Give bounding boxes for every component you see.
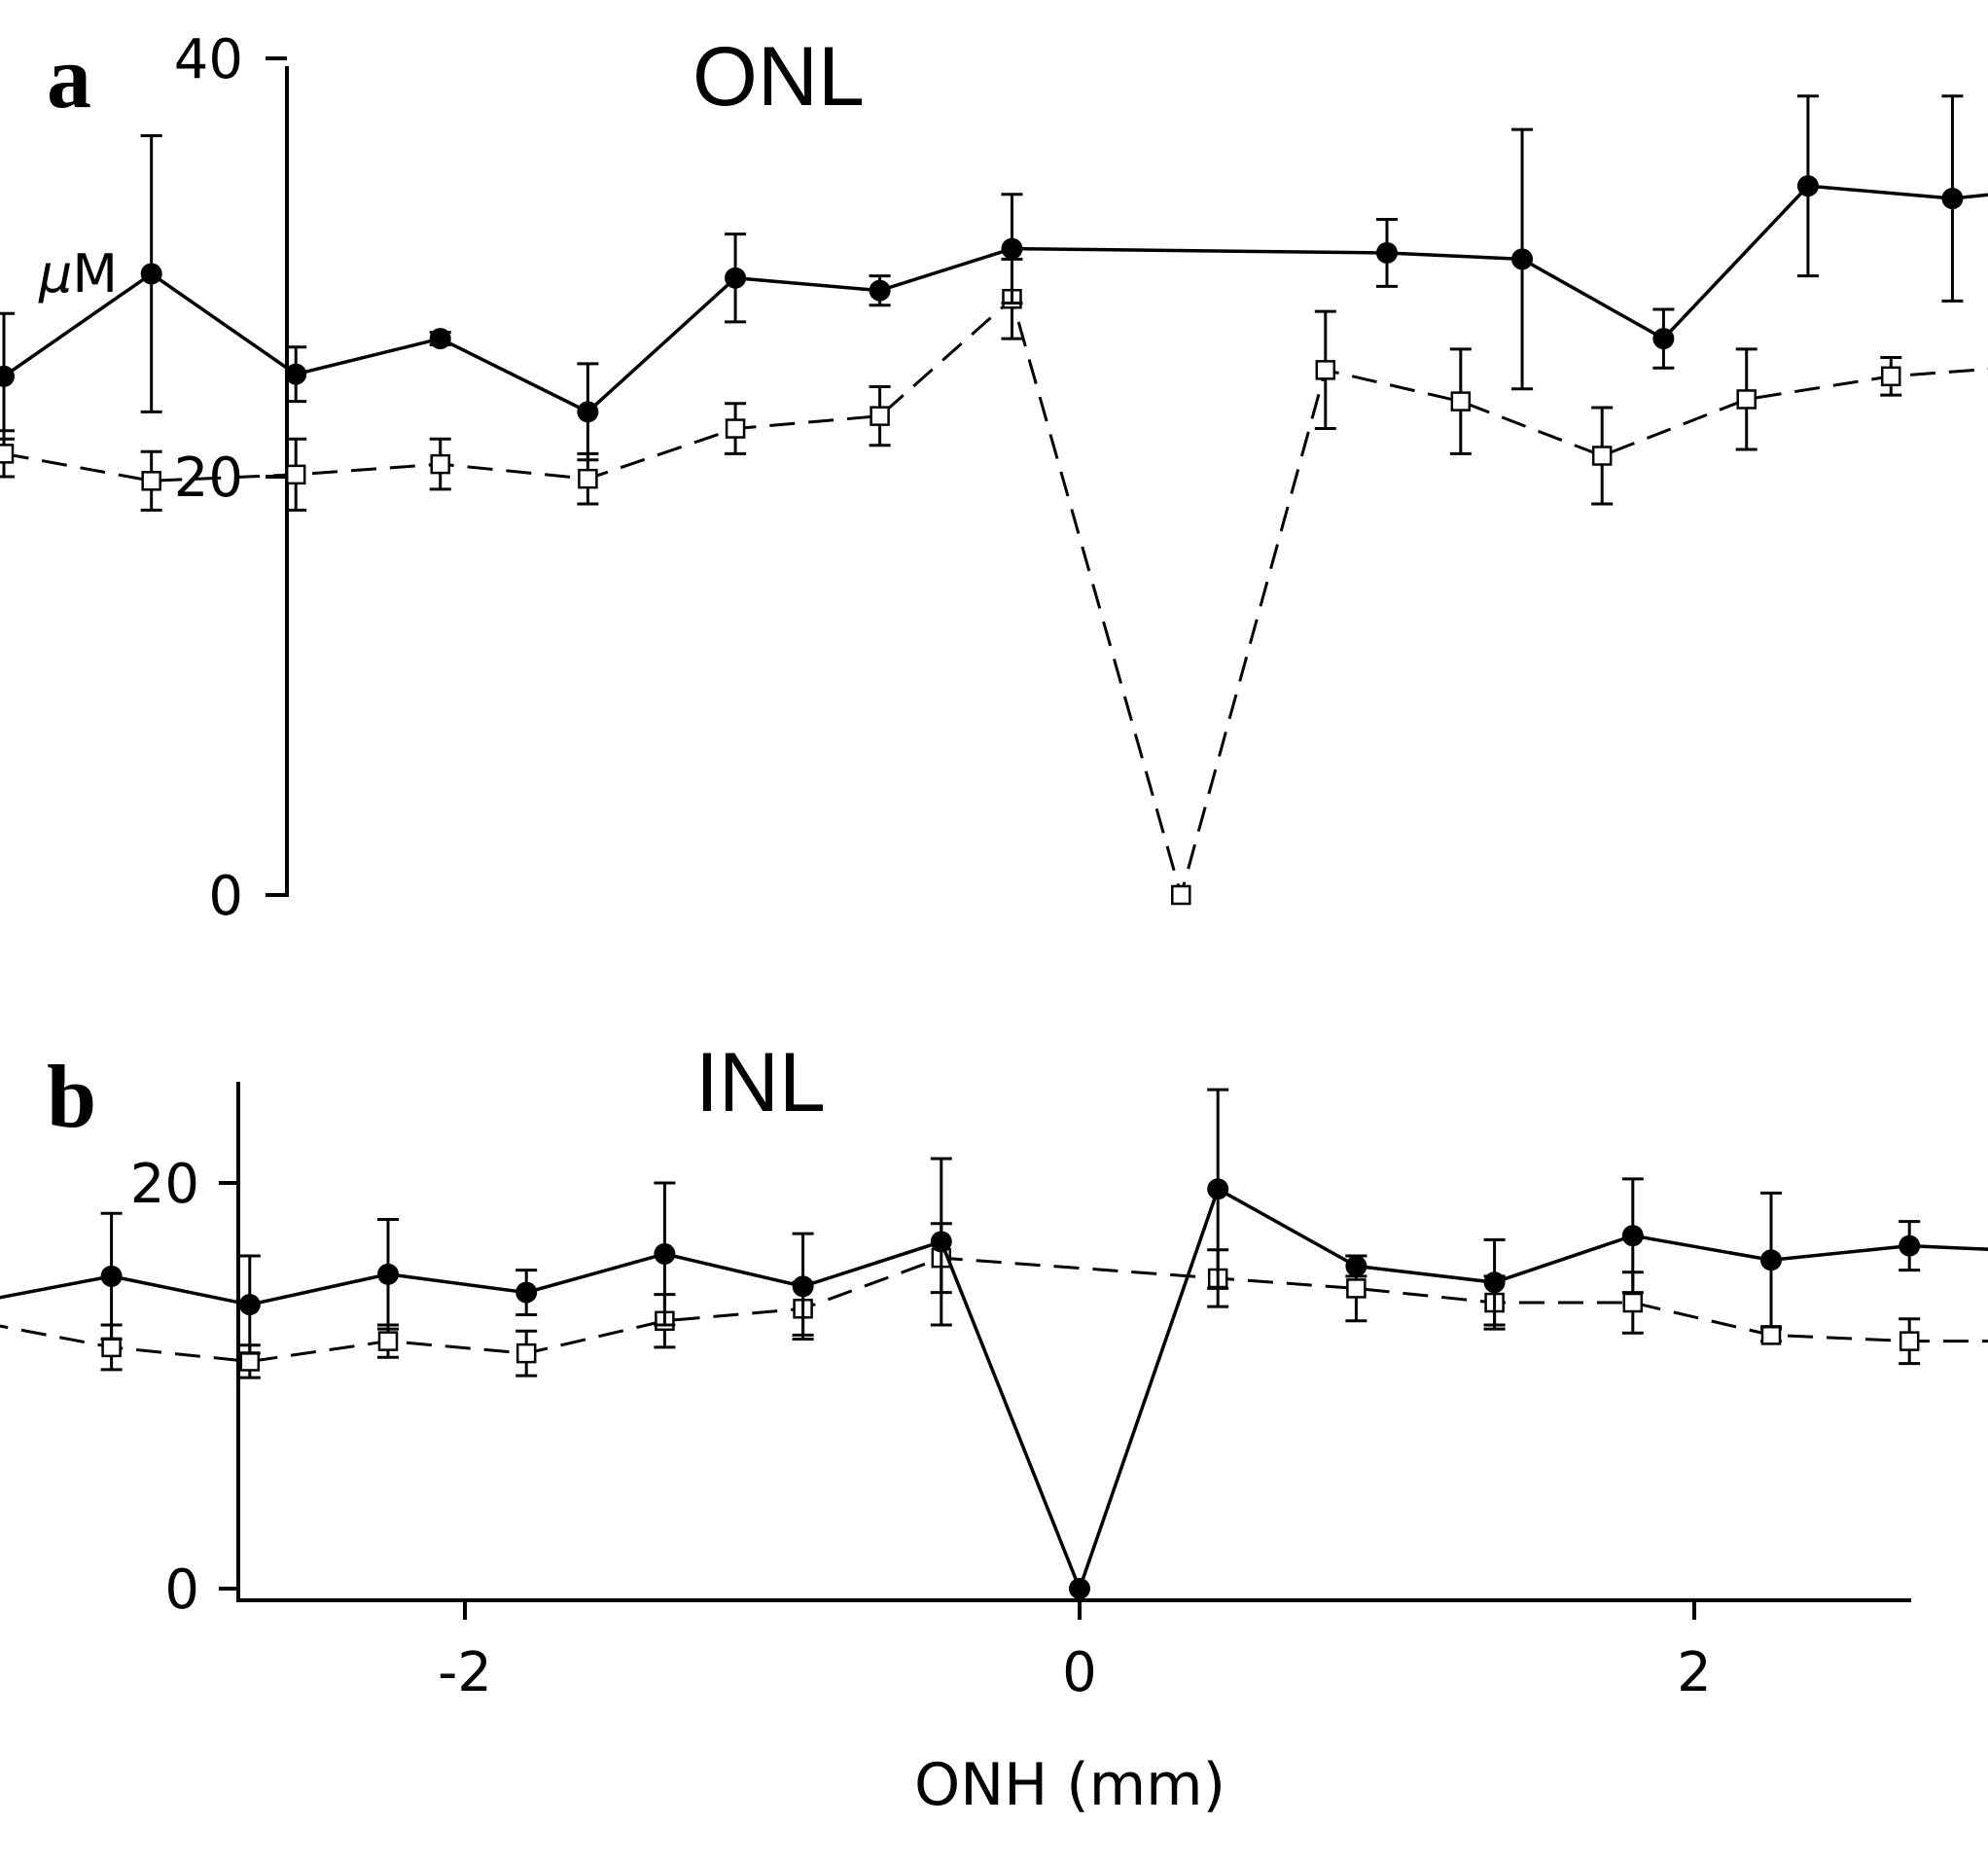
circle-point — [1796, 175, 1819, 197]
circle-point — [1001, 237, 1023, 260]
square-point — [430, 453, 450, 475]
series-line-circles — [0, 184, 1988, 414]
circle-point — [238, 1294, 261, 1316]
unit-m: M — [72, 243, 118, 304]
square-point — [1880, 366, 1901, 387]
series-line-circles — [0, 1186, 1988, 1594]
unit-mu: μ — [38, 243, 72, 304]
circle-point — [1621, 1225, 1644, 1247]
circle-point — [930, 1231, 952, 1253]
circle-point — [140, 263, 162, 285]
circle-point — [1207, 1178, 1229, 1200]
panel-a-plot-area — [0, 94, 1988, 906]
circle-point — [1069, 1578, 1090, 1599]
x-axis-title: ONH (mm) — [914, 1751, 1225, 1819]
circle-point — [1652, 328, 1675, 350]
square-point — [725, 418, 746, 439]
panel-b-title: INL — [695, 1036, 826, 1129]
square-point — [1315, 360, 1336, 380]
square-point — [1622, 1292, 1644, 1313]
circle-point — [100, 1265, 123, 1287]
circle-point — [1376, 241, 1398, 264]
circle-point — [515, 1281, 538, 1304]
square-point — [1899, 1331, 1920, 1351]
x-tick-label: 0 — [1062, 1641, 1097, 1704]
panel-b-y-ticks: 0 20 — [130, 1153, 238, 1622]
y-axis-unit-label: μM — [38, 243, 118, 304]
series-line-squares — [0, 296, 1988, 901]
y-tick-label: 0 — [208, 865, 243, 928]
square-point — [515, 1342, 537, 1364]
square-point — [1171, 884, 1191, 906]
panel-b-label: b — [47, 1047, 96, 1146]
x-tick-label: 2 — [1677, 1641, 1712, 1704]
circle-point — [1899, 1235, 1921, 1257]
square-point — [0, 444, 15, 464]
circle-point — [377, 1263, 399, 1285]
square-point — [1346, 1278, 1367, 1299]
circle-point — [285, 363, 307, 385]
circle-point — [1760, 1249, 1782, 1271]
circle-point — [577, 401, 599, 423]
square-point — [1736, 389, 1757, 410]
square-point — [285, 464, 306, 485]
square-point — [101, 1337, 122, 1358]
circle-point — [869, 279, 891, 302]
square-point — [239, 1351, 261, 1372]
panel-b-x-ticks: -4-2024 — [438, 1600, 1712, 1704]
square-point — [377, 1331, 399, 1351]
circle-point — [1511, 248, 1534, 270]
panel-b-inl: b INL 020 -4-2024 ONH (mm) — [0, 1036, 1988, 1819]
y-tick-label: 40 — [174, 28, 243, 91]
square-point — [1760, 1325, 1782, 1345]
circle-point — [429, 328, 451, 350]
y-tick-label: 0 — [164, 1558, 199, 1622]
square-point — [1450, 391, 1472, 412]
circle-point — [0, 365, 15, 387]
circle-point — [1483, 1271, 1506, 1294]
circle-point — [654, 1242, 676, 1265]
square-point — [578, 468, 598, 489]
panel-a-label: a — [47, 27, 91, 126]
square-point — [1591, 446, 1613, 466]
circle-point — [1345, 1255, 1367, 1277]
square-point — [141, 471, 161, 491]
circle-point — [1941, 188, 1964, 210]
circle-point — [792, 1275, 814, 1298]
y-tick-label: 20 — [130, 1153, 199, 1216]
panel-a-title: ONL — [692, 30, 865, 124]
series-line-squares — [0, 1256, 1988, 1363]
panel-b-plot-area — [0, 1088, 1988, 1599]
circle-point — [725, 267, 747, 289]
x-tick-label: -2 — [438, 1641, 492, 1704]
square-point — [870, 406, 890, 426]
